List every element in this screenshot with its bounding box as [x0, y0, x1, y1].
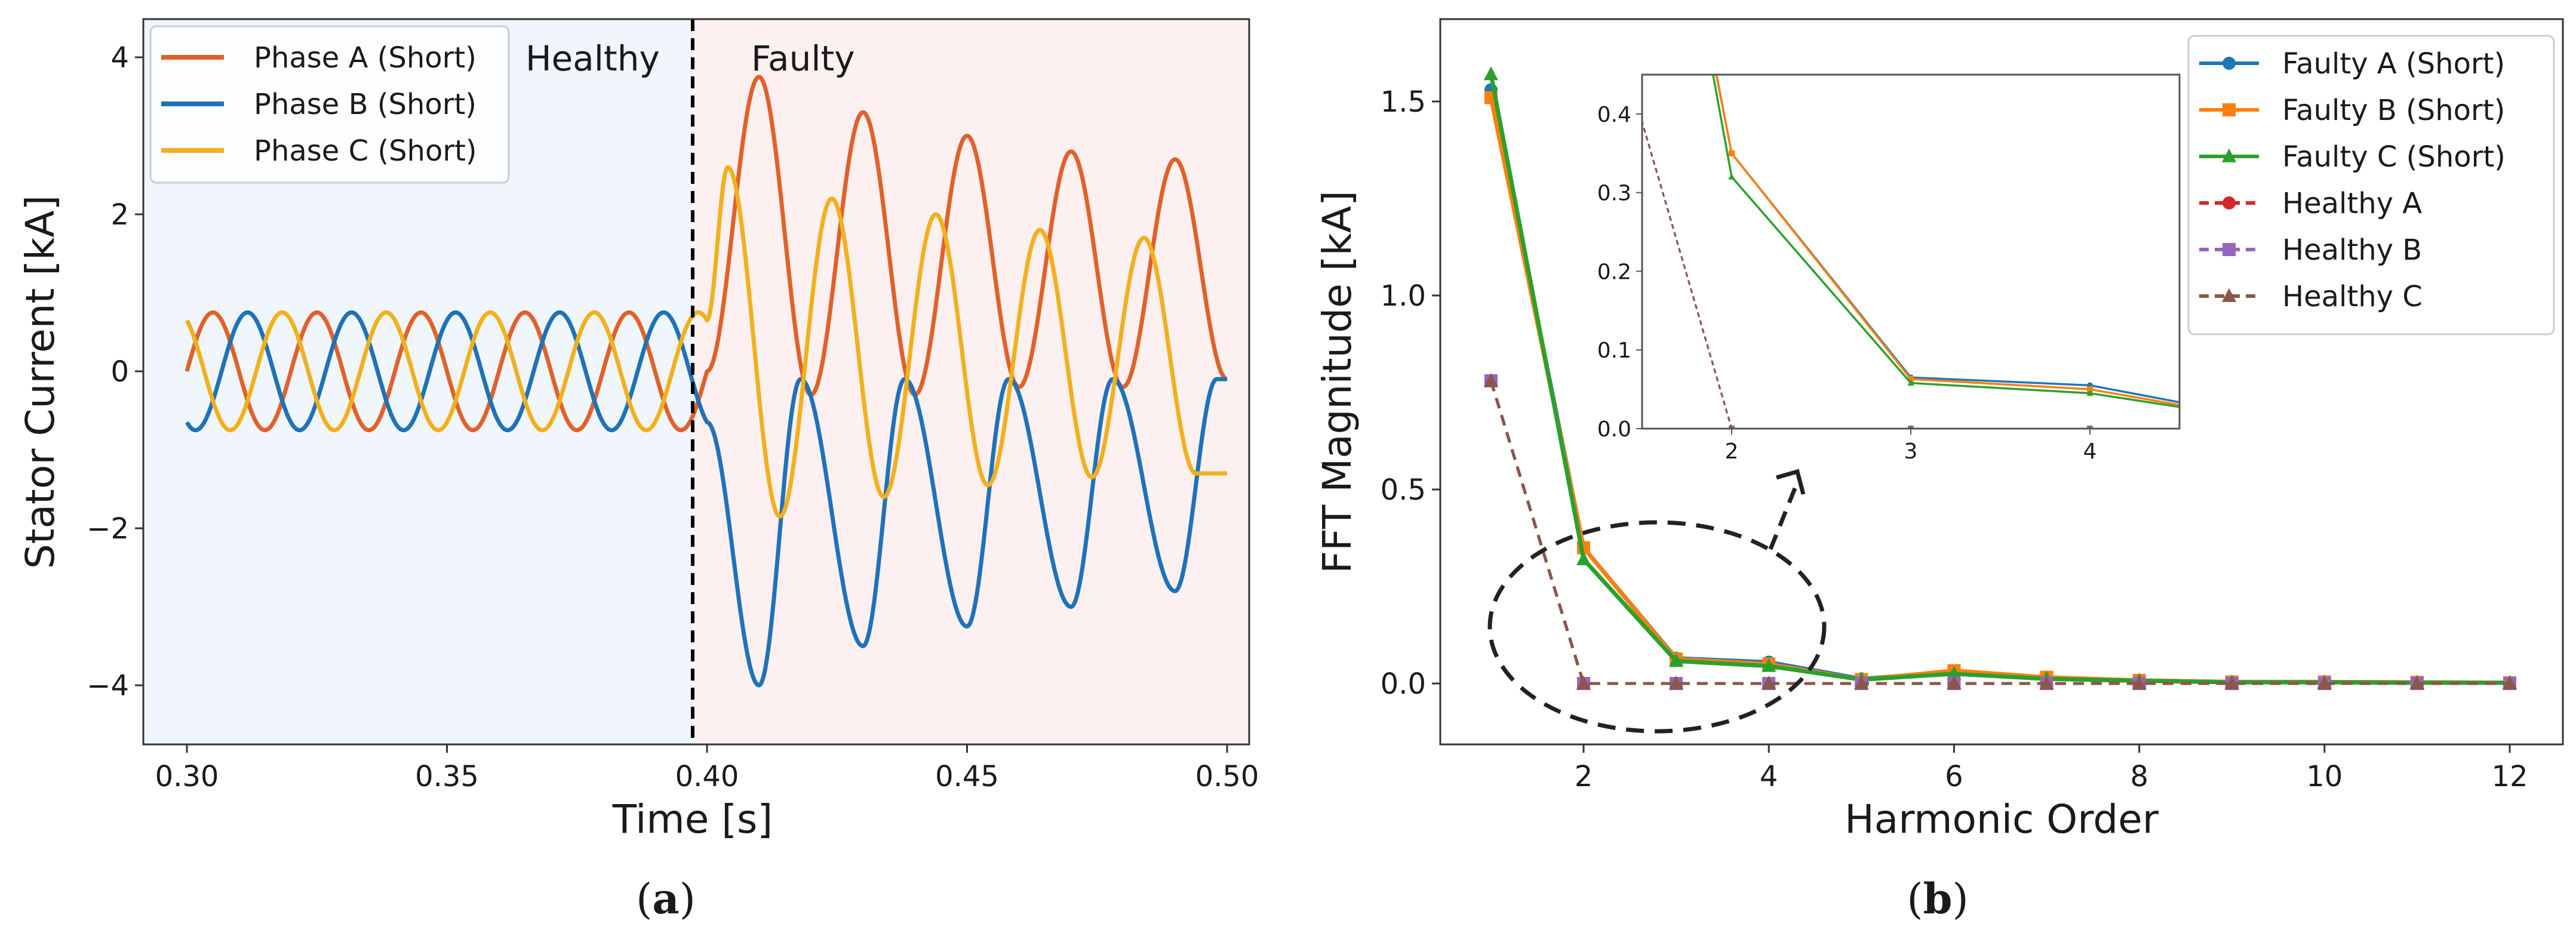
x-tick-label: 8: [2130, 760, 2148, 793]
series-marker: [2132, 675, 2147, 689]
inset-x-tick-label: 4: [2083, 439, 2097, 464]
x-tick-label: 12: [2491, 760, 2528, 793]
y-tick-label: 4: [110, 41, 129, 75]
panel-b-ticks: 2 4 6 8 10 12 0.0 0.5 1.0 1.5: [1381, 85, 2528, 793]
x-tick-label: 0.30: [155, 760, 219, 793]
inset-y-tick-label: 0.0: [1597, 417, 1631, 442]
series-marker: [1947, 666, 1962, 680]
panel-a-frame: [142, 18, 1250, 746]
series-line: [185, 165, 1228, 519]
series-marker: [1854, 675, 1869, 689]
inset-series-marker: [1908, 375, 1914, 382]
inset-series-marker: [1907, 379, 1914, 386]
panel-a-y-axis-label: Stator Current [kA]: [17, 195, 63, 569]
y-tick-label: 0: [110, 355, 129, 389]
legend-marker: [2221, 288, 2237, 302]
legend-label: Faulty C (Short): [2282, 140, 2506, 174]
inset-series-marker: [2086, 389, 2094, 396]
panel-b-chart: 2 4 6 8 10 120.00.51.01.5 2 3 40.00.10.20.30.4 …: [1314, 18, 2564, 923]
series-marker: [1483, 372, 1498, 387]
legend-frame: [2187, 35, 2555, 335]
x-tick-label: 2: [1575, 760, 1593, 793]
x-tick-label: 0.50: [1195, 760, 1259, 793]
legend-marker: [2223, 196, 2236, 210]
y-tick-label: 2: [110, 198, 129, 232]
legend-label: Healthy A: [2282, 187, 2422, 220]
legend-label: Healthy C: [2282, 280, 2423, 313]
panel-a-legend: Phase A (Short) Phase B (Short) Phase C (S…: [149, 25, 510, 184]
x-tick-label: 0.35: [415, 760, 479, 793]
healthy-label: Healthy: [525, 38, 660, 79]
legend-label: Phase A (Short): [254, 41, 477, 75]
inset-ticks: 2 3 4 0.0 0.1 0.2 0.3 0.4: [1597, 103, 2097, 464]
legend-frame: [149, 25, 510, 184]
panel-a-chart: 0.30 0.35 0.40 0.45 0.50 −4 −2 0 2 4 Healthy Faul…: [17, 18, 1259, 923]
series-marker: [1947, 675, 1962, 689]
series-marker: [2224, 675, 2239, 689]
series-marker: [2409, 675, 2424, 689]
series-line: [185, 75, 1228, 433]
series-marker: [1762, 658, 1776, 672]
faulty-region: [694, 19, 1249, 744]
y-tick-label: 1.5: [1381, 85, 1426, 119]
zoom-arrow-head: [1776, 469, 1806, 495]
panel-b-legend: Faulty A (Short) Faulty B (Short) Faulty C…: [2187, 35, 2555, 335]
legend-marker: [2223, 243, 2236, 256]
legend-marker: [2223, 57, 2236, 70]
panel-b-caption: (b): [1907, 874, 1969, 923]
panel-b-lines: [1483, 66, 2517, 690]
legend-label: Phase B (Short): [254, 88, 477, 121]
y-tick-label: 0.0: [1381, 667, 1426, 701]
inset-y-tick-label: 0.2: [1597, 260, 1631, 284]
panel-b-y-axis-label: FFT Magnitude [kA]: [1314, 190, 1360, 574]
x-tick-label: 0.45: [935, 760, 999, 793]
series-marker: [2039, 675, 2054, 689]
inset-background: [1642, 75, 2180, 429]
inset-series-marker: [2087, 386, 2093, 393]
y-tick-label: 1.0: [1381, 279, 1426, 313]
inset-x-tick-label: 3: [1904, 439, 1918, 464]
inset-series-line: [1715, 75, 2180, 407]
x-tick-label: 6: [1945, 760, 1963, 793]
legend-marker: [2221, 148, 2237, 162]
series-marker: [2317, 675, 2332, 689]
legend-marker: [2223, 103, 2236, 116]
panel-a-caption: (a): [636, 874, 696, 923]
panel-b-x-axis-label: Harmonic Order: [1845, 796, 2159, 842]
y-tick-label: −4: [87, 669, 129, 703]
inset-y-tick-label: 0.1: [1597, 338, 1631, 363]
legend-label: Faulty B (Short): [2282, 94, 2505, 127]
inset-x-tick-label: 2: [1725, 439, 1739, 464]
series-marker: [1576, 675, 1591, 689]
panel-a-lines: [185, 75, 1228, 688]
x-tick-label: 0.40: [675, 760, 739, 793]
y-tick-label: 0.5: [1381, 473, 1426, 507]
inset-series-line: [1712, 75, 2180, 408]
legend-label: Phase C (Short): [254, 134, 477, 168]
panel-b-frame: [1439, 18, 2564, 746]
series-marker: [1576, 551, 1591, 565]
faulty-label: Faulty: [751, 38, 855, 79]
series-marker: [1483, 66, 1498, 81]
legend-label: Faulty A (Short): [2282, 47, 2505, 81]
series-line: [1489, 73, 2510, 685]
inset-series-marker: [1729, 150, 1735, 156]
x-tick-label: 10: [2306, 760, 2343, 793]
inset-series-marker: [1728, 173, 1735, 180]
x-tick-label: 4: [1760, 760, 1778, 793]
panel-a-ticks: 0.30 0.35 0.40 0.45 0.50 −4 −2 0 2 4: [87, 41, 1259, 793]
legend-label: Healthy B: [2282, 233, 2422, 267]
series-line: [185, 310, 1228, 688]
zoom-arrow-line: [1768, 481, 1800, 550]
zoom-region-ellipse: [1487, 520, 1827, 734]
series-marker: [2502, 675, 2517, 689]
inset-y-tick-label: 0.3: [1597, 181, 1631, 206]
y-tick-label: −2: [87, 512, 129, 546]
series-marker: [1669, 653, 1684, 667]
panel-a-x-axis-label: Time [s]: [612, 796, 773, 842]
inset-y-tick-label: 0.4: [1597, 103, 1631, 127]
series-marker: [1762, 675, 1776, 689]
series-marker: [1669, 675, 1684, 689]
